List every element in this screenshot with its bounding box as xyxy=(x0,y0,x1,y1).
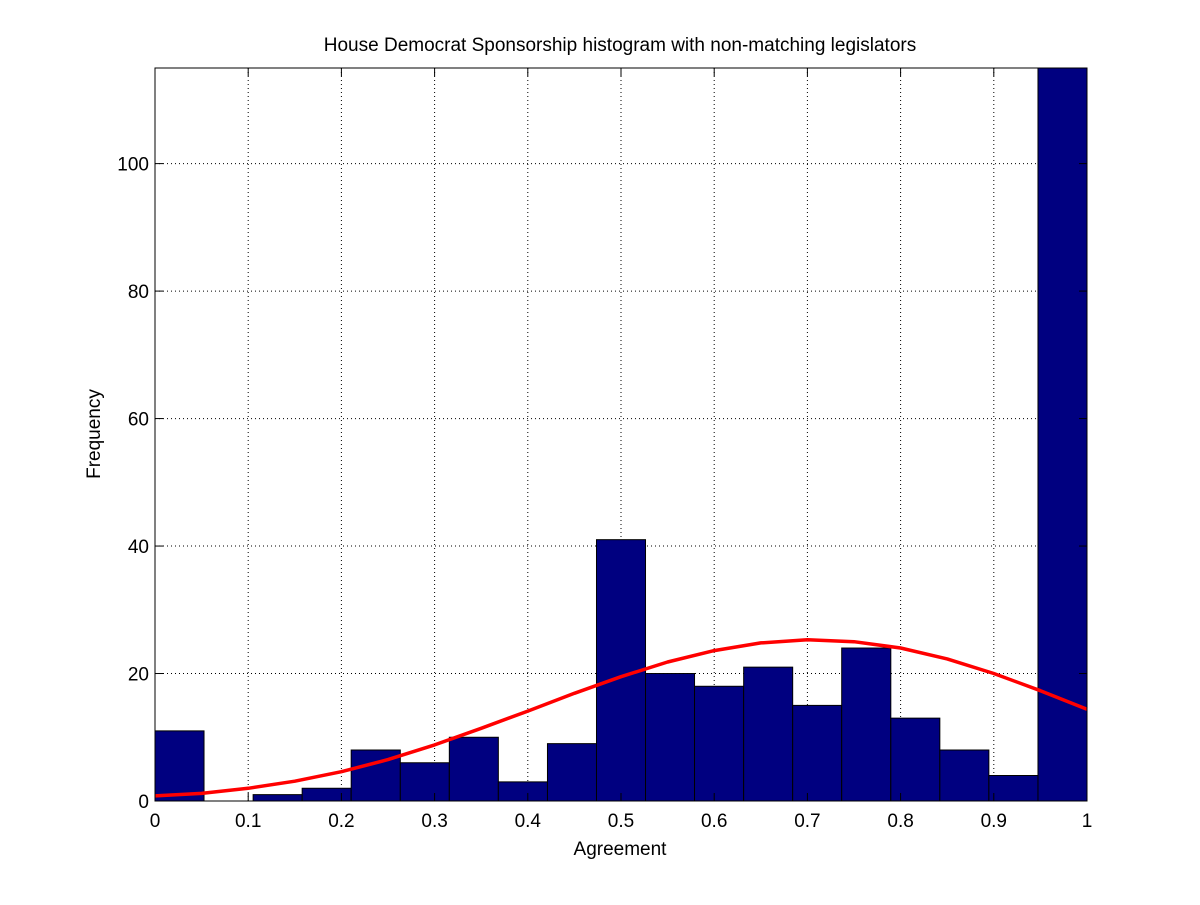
x-tick-label: 0.5 xyxy=(608,811,634,832)
x-tick-label: 0.4 xyxy=(515,811,542,832)
grid-lines xyxy=(155,68,1087,801)
histogram-bar xyxy=(890,717,941,802)
histogram-bar xyxy=(252,794,303,802)
histogram-bar xyxy=(939,749,990,802)
histogram-bar xyxy=(301,787,352,802)
x-tick-label: 0.8 xyxy=(887,811,913,832)
histogram-bar xyxy=(743,666,794,802)
x-tick-label: 1 xyxy=(1082,811,1093,832)
y-tick-label: 40 xyxy=(128,537,149,558)
fit-curve-layer xyxy=(154,637,1088,798)
x-tick-label: 0.3 xyxy=(421,811,447,832)
y-tick-label: 80 xyxy=(128,282,149,303)
chart-title: House Democrat Sponsorship histogram wit… xyxy=(324,35,916,56)
histogram-bar xyxy=(792,704,843,802)
fit-curve xyxy=(154,637,1088,798)
x-tick-label: 0 xyxy=(150,811,161,832)
histogram-bar xyxy=(399,762,450,802)
histogram-bar xyxy=(546,743,597,802)
y-tick-label: 0 xyxy=(138,792,149,813)
histogram-bars xyxy=(154,67,1088,802)
y-tick-label: 20 xyxy=(128,665,149,686)
x-tick-label: 0.6 xyxy=(701,811,727,832)
x-axis-label: Agreement xyxy=(574,839,668,860)
histogram-bar xyxy=(645,673,696,802)
histogram-bar xyxy=(841,647,892,802)
y-tick-label: 100 xyxy=(117,155,149,176)
histogram-bar xyxy=(988,775,1039,802)
histogram-bar xyxy=(497,781,548,802)
y-tick-label: 60 xyxy=(128,410,149,431)
histogram-bar xyxy=(448,736,499,802)
histogram-bar xyxy=(694,685,745,802)
y-axis-label: Frequency xyxy=(84,389,105,479)
x-tick-label: 0.2 xyxy=(328,811,354,832)
axes: 0 0.1 0.2 0.3 0.4 0.5 0.6 0.7 0.8 0.9 1 0 20 40 60 80 10… xyxy=(117,68,1092,832)
x-tick-label: 0.7 xyxy=(794,811,820,832)
x-tick-label: 0.9 xyxy=(981,811,1007,832)
x-tick-label: 0.1 xyxy=(235,811,261,832)
histogram-bar xyxy=(154,730,205,802)
